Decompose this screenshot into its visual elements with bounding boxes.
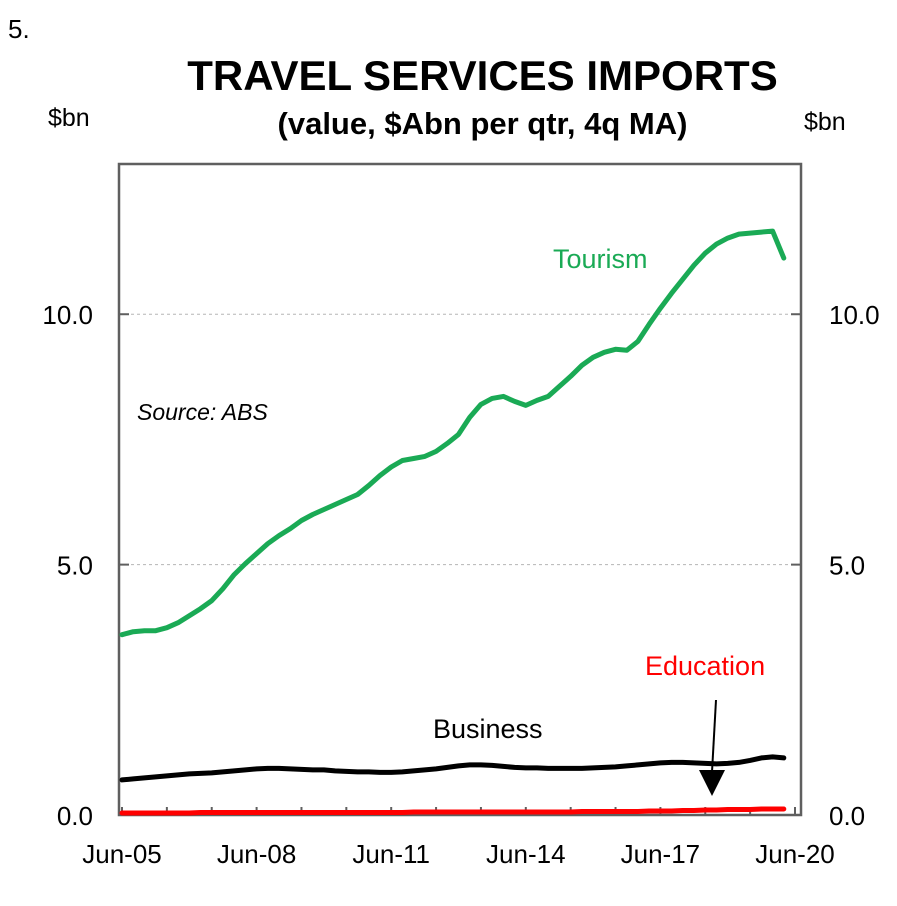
x-tick-label: Jun-05 bbox=[82, 839, 162, 869]
y-tick-label-right: 10.0 bbox=[829, 300, 880, 330]
y-axis-unit-right: $bn bbox=[804, 108, 846, 136]
series-label-tourism: Tourism bbox=[553, 244, 648, 274]
plot-frame bbox=[117, 162, 803, 817]
y-axis-unit-left: $bn bbox=[48, 104, 90, 132]
x-tick-label: Jun-08 bbox=[217, 839, 297, 869]
x-tick-label: Jun-17 bbox=[621, 839, 701, 869]
y-tick-label-left: 10.0 bbox=[42, 300, 93, 330]
y-tick-label-left: 5.0 bbox=[57, 551, 93, 581]
x-tick-label: Jun-20 bbox=[755, 839, 835, 869]
y-tick-label-left: 0.0 bbox=[57, 801, 93, 831]
figure-number: 5. bbox=[8, 14, 30, 44]
source-note: Source: ABS bbox=[137, 399, 268, 425]
education-annotation: Education bbox=[645, 651, 765, 681]
series-line-education bbox=[119, 806, 787, 816]
series-label-business: Business bbox=[433, 714, 543, 744]
chart-subtitle: (value, $Abn per qtr, 4q MA) bbox=[277, 106, 688, 141]
x-tick-label: Jun-11 bbox=[352, 839, 430, 869]
education-arrow-shaft bbox=[711, 699, 717, 773]
series-line-business bbox=[119, 754, 787, 783]
y-tick-label-right: 0.0 bbox=[829, 801, 865, 831]
chart-title: TRAVEL SERVICES IMPORTS bbox=[187, 52, 778, 99]
series-line-tourism bbox=[119, 228, 787, 638]
x-tick-label: Jun-14 bbox=[486, 839, 566, 869]
education-arrow-head bbox=[699, 770, 725, 796]
y-tick-label-right: 5.0 bbox=[829, 551, 865, 581]
